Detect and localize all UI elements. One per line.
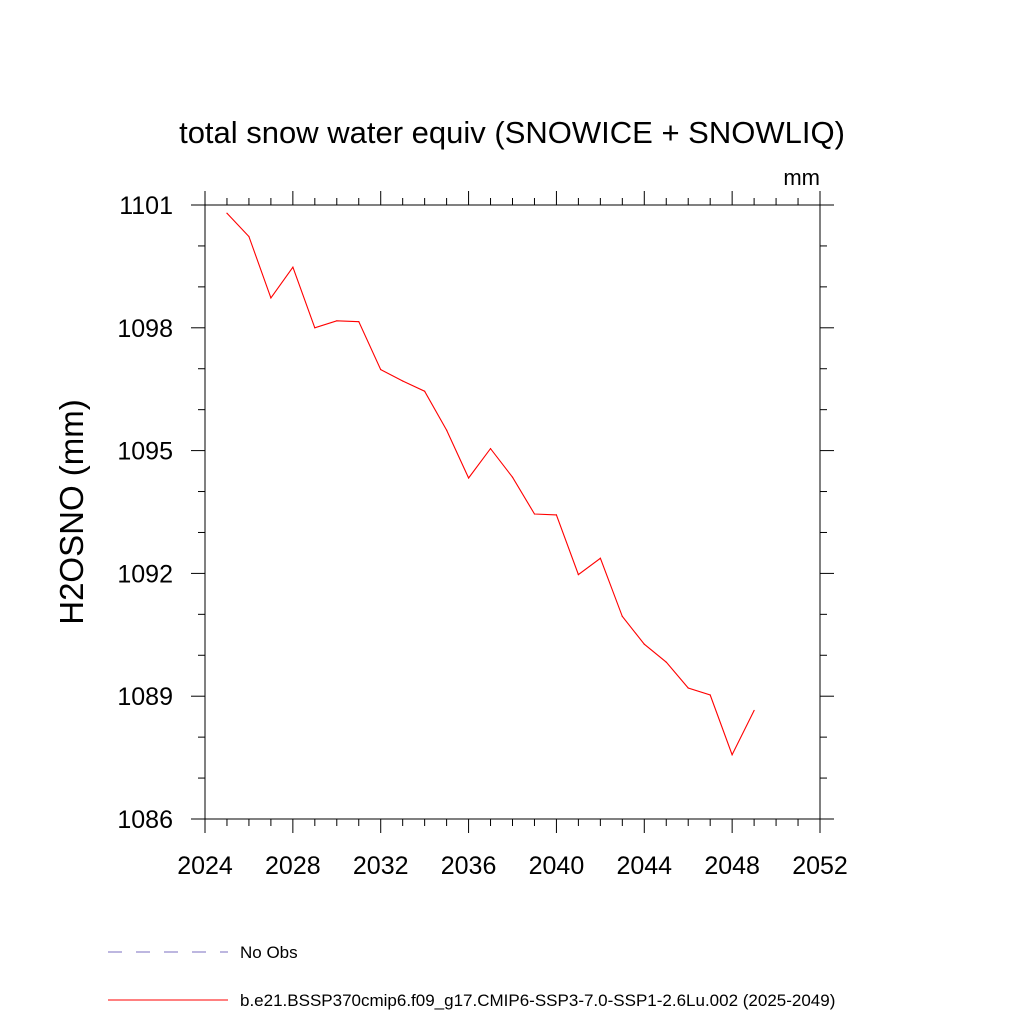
data-point bbox=[248, 235, 250, 238]
data-point bbox=[314, 327, 316, 329]
data-point bbox=[709, 694, 711, 696]
x-tick-label: 2028 bbox=[265, 852, 321, 880]
data-point bbox=[643, 643, 645, 645]
legend: No Obs b.e21.BSSP370cmip6.f09_g17.CMIP6-S… bbox=[108, 943, 835, 1010]
axis-ticks bbox=[191, 191, 834, 833]
data-point bbox=[731, 754, 733, 756]
data-point bbox=[380, 368, 382, 371]
x-tick-label: 2040 bbox=[529, 852, 585, 880]
data-point bbox=[336, 320, 338, 322]
data-point bbox=[292, 266, 294, 268]
y-axis-label: H2OSNO (mm) bbox=[53, 399, 90, 625]
data-point bbox=[533, 513, 536, 515]
series-line bbox=[226, 212, 755, 757]
data-point bbox=[446, 429, 448, 431]
y-tick-label: 1089 bbox=[117, 683, 173, 711]
y-tick-label: 1095 bbox=[117, 438, 173, 466]
data-point bbox=[358, 321, 360, 323]
chart-title: total snow water equiv (SNOWICE + SNOWLI… bbox=[179, 115, 845, 150]
x-tick-label: 2024 bbox=[177, 852, 233, 880]
y-tick-label: 1092 bbox=[117, 560, 173, 588]
plot-frame bbox=[204, 204, 821, 820]
legend-label: No Obs bbox=[240, 943, 298, 962]
units-label: mm bbox=[783, 165, 820, 190]
axis-tick-labels: 2024 2028 2032 2036 2040 2044 2048 2052 1101 1098… bbox=[117, 192, 847, 880]
data-series bbox=[226, 212, 755, 757]
data-point bbox=[599, 557, 601, 559]
x-tick-label: 2048 bbox=[704, 852, 760, 880]
x-tick-label: 2052 bbox=[792, 852, 848, 880]
x-tick-label: 2032 bbox=[353, 852, 409, 880]
x-tick-label: 2036 bbox=[441, 852, 497, 880]
data-point bbox=[577, 574, 579, 576]
y-tick-label: 1098 bbox=[117, 315, 173, 343]
data-point bbox=[753, 709, 755, 712]
data-point bbox=[489, 447, 492, 450]
data-point bbox=[621, 615, 623, 617]
x-tick-label: 2044 bbox=[616, 852, 672, 880]
data-point bbox=[226, 212, 228, 214]
data-point bbox=[687, 687, 689, 689]
data-point bbox=[467, 477, 470, 479]
data-point bbox=[511, 476, 514, 478]
data-point bbox=[665, 661, 667, 663]
data-point bbox=[270, 297, 272, 299]
y-tick-label: 1086 bbox=[117, 806, 173, 834]
legend-label: b.e21.BSSP370cmip6.f09_g17.CMIP6-SSP3-7.… bbox=[240, 991, 835, 1010]
data-point bbox=[555, 514, 558, 516]
data-point bbox=[402, 380, 404, 382]
y-tick-label: 1101 bbox=[119, 192, 173, 220]
data-point bbox=[424, 390, 426, 392]
